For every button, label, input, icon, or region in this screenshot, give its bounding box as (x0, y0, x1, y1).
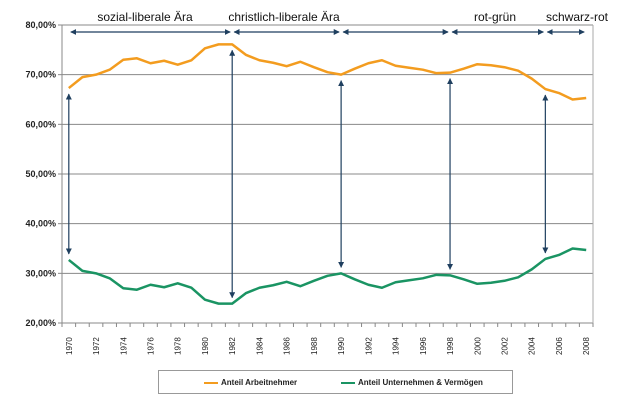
x-tick-label: 1972 (92, 337, 101, 355)
x-tick-label: 1980 (201, 337, 210, 355)
series-line-1 (68, 247, 587, 305)
x-tick-label: 2000 (473, 337, 482, 355)
era-label: rot-grün (474, 10, 516, 24)
x-tick-label: 1998 (446, 337, 455, 355)
legend-swatch (204, 381, 218, 384)
y-tick-label: 60,00% (25, 119, 56, 129)
x-tick-label: 1984 (255, 337, 264, 355)
x-tick-label: 1990 (337, 337, 346, 355)
x-tick-label: 1970 (65, 337, 74, 355)
x-tick-label: 1974 (119, 337, 128, 355)
x-tick-label: 1988 (310, 337, 319, 355)
x-tick-label: 2006 (555, 337, 564, 355)
x-tick-label: 1996 (419, 337, 428, 355)
y-tick-label: 50,00% (25, 169, 56, 179)
x-tick-label: 1982 (228, 337, 237, 355)
x-tick-label: 1994 (392, 337, 401, 355)
x-tick-label: 1978 (174, 337, 183, 355)
x-tick-label: 2002 (501, 337, 510, 355)
era-label: sozial-liberale Ära (97, 10, 193, 24)
y-tick-label: 70,00% (25, 70, 56, 80)
legend-swatch (341, 381, 355, 384)
y-tick-label: 30,00% (25, 268, 56, 278)
x-tick-label: 2008 (582, 337, 591, 355)
legend-item-arbeitnehmer: Anteil Arbeitnehmer (204, 378, 297, 387)
y-tick-label: 20,00% (25, 318, 56, 328)
era-label: christlich-liberale Ära (228, 10, 340, 24)
era-label: schwarz-rot (546, 10, 609, 24)
legend-label: Anteil Arbeitnehmer (221, 378, 298, 387)
legend-label: Anteil Unternehmen & Vermögen (358, 378, 483, 387)
x-tick-label: 2004 (528, 337, 537, 355)
x-tick-label: 1976 (147, 337, 156, 355)
legend: Anteil Arbeitnehmer Anteil Unternehmen &… (158, 370, 513, 394)
y-tick-label: 80,00% (25, 20, 56, 30)
series-line-0 (68, 43, 587, 101)
x-tick-label: 1986 (283, 337, 292, 355)
legend-item-unternehmen: Anteil Unternehmen & Vermögen (341, 378, 483, 387)
x-tick-label: 1992 (364, 337, 373, 355)
y-tick-label: 40,00% (25, 219, 56, 229)
